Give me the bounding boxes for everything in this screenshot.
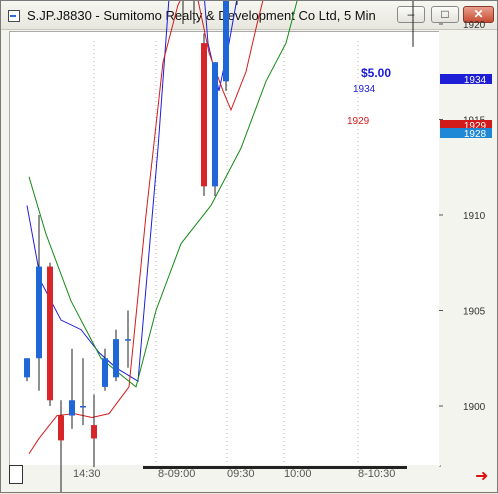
ma-line-1 — [28, 1, 264, 455]
ma-line-0 — [26, 1, 238, 383]
y-tick-label: 1920 — [463, 20, 486, 31]
close-button[interactable]: ✕ — [463, 6, 494, 23]
candle-body — [102, 358, 108, 387]
minimize-button[interactable]: – — [397, 6, 425, 23]
candle-body — [47, 266, 53, 401]
candle-body — [36, 266, 42, 359]
profit-label: $5.00 — [361, 66, 391, 80]
candle-body — [201, 43, 207, 187]
y-tick-label: 1905 — [463, 307, 486, 318]
time-axis[interactable] — [9, 465, 439, 492]
candle-body — [80, 406, 86, 408]
candle-body — [212, 62, 218, 187]
scroll-right-arrow-icon[interactable]: ➜ — [475, 468, 489, 485]
y-tick-label: 1910 — [463, 211, 486, 222]
price-badge — [440, 120, 492, 130]
session-bar — [143, 466, 407, 469]
x-tick-label: 8-09:00 — [158, 468, 195, 480]
price-badge-label: 1929 — [464, 121, 487, 132]
price-badge — [440, 128, 492, 138]
candle-body — [223, 1, 229, 82]
entry-price-label: 1929 — [347, 116, 370, 127]
x-tick-label: 14:30 — [73, 468, 101, 480]
x-tick-label: 10:00 — [284, 468, 312, 480]
y-tick-label: 1900 — [463, 402, 486, 413]
price-badge-label: 1934 — [464, 75, 487, 86]
maximize-button[interactable]: □ — [431, 6, 459, 23]
candle-body — [69, 400, 75, 416]
x-tick-label: 09:30 — [227, 468, 255, 480]
candle-body — [113, 339, 119, 378]
candle-body — [91, 425, 97, 439]
scroll-thumb[interactable] — [9, 465, 23, 484]
ma-line-2 — [28, 1, 298, 388]
candle-body — [24, 358, 30, 378]
price-badge — [440, 74, 492, 84]
candle-body — [125, 339, 131, 341]
chart-app-icon — [8, 10, 20, 22]
title-bar[interactable]: S.JP.J8830 - Sumitomo Realty & Developme… — [1, 1, 497, 30]
x-tick-label: 8-10:30 — [358, 468, 395, 480]
candle-body — [58, 415, 64, 441]
target-price-label: 1934 — [353, 84, 376, 95]
price-badge-label: 1928 — [464, 129, 487, 140]
price-axis[interactable] — [439, 31, 497, 465]
